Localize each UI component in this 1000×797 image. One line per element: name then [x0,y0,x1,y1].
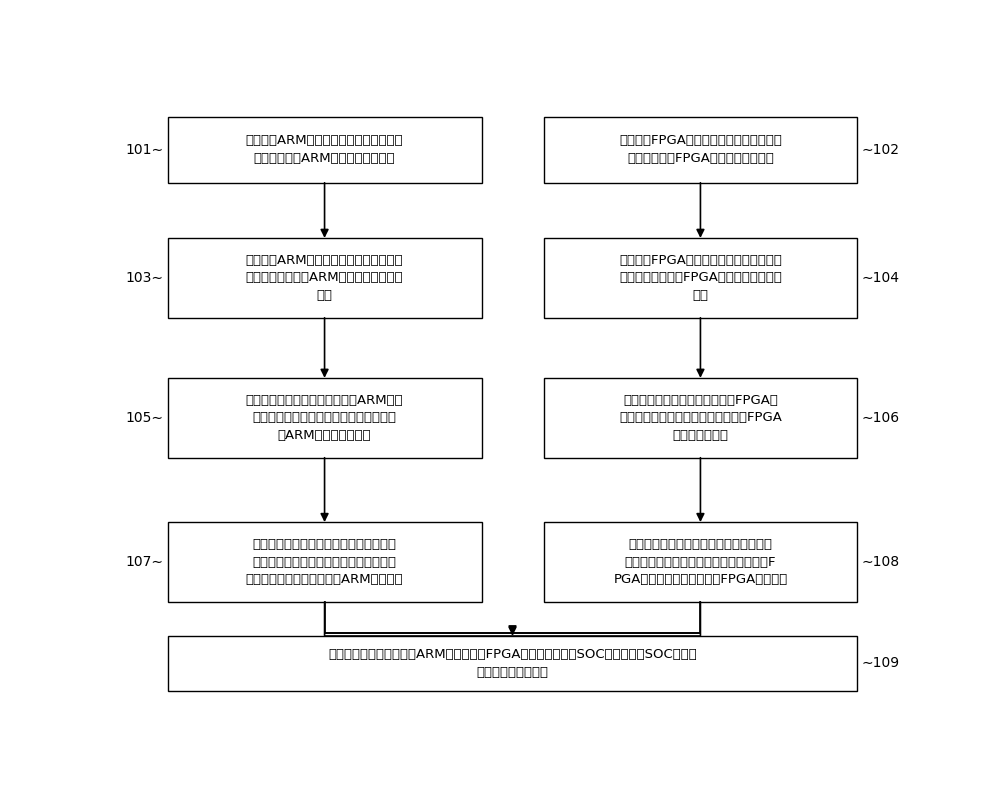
Text: 103∼: 103∼ [126,271,164,285]
FancyBboxPatch shape [168,636,857,691]
FancyBboxPatch shape [544,522,857,602]
Text: ∼106: ∼106 [861,410,899,425]
FancyBboxPatch shape [168,522,482,602]
Text: 107∼: 107∼ [126,555,164,569]
Text: 101∼: 101∼ [126,143,164,157]
FancyBboxPatch shape [544,116,857,183]
Text: ∼109: ∼109 [861,656,899,670]
Text: 响应于下载指令，将所述ARM镜像文件和FPGA镜像文件发送给SOC平台；所述SOC平台用
于验证所述算法模型: 响应于下载指令，将所述ARM镜像文件和FPGA镜像文件发送给SOC平台；所述SO… [328,648,697,678]
Text: ∼108: ∼108 [861,555,899,569]
FancyBboxPatch shape [168,238,482,318]
Text: 响应于向FPGA模型中添加第二驱动模块的
指令，接收添加到FPGA模型中的第二驱动
模块: 响应于向FPGA模型中添加第二驱动模块的 指令，接收添加到FPGA模型中的第二驱… [619,254,782,302]
Text: 响应于对第二代码的编译指令，通过操作
系统的控制命令调取第二编译工具对所述F
PGA代码进行编译，并生成FPGA镜像文件: 响应于对第二代码的编译指令，通过操作 系统的控制命令调取第二编译工具对所述F P… [613,538,788,586]
Text: ∼104: ∼104 [861,271,899,285]
FancyBboxPatch shape [168,378,482,457]
FancyBboxPatch shape [168,116,482,183]
Text: 响应于第一代码生成指令，基于ARM算法
模型中的算法模块和驱动模块，生成适用
于ARM芯片的第一代码: 响应于第一代码生成指令，基于ARM算法 模型中的算法模块和驱动模块，生成适用 于… [246,394,403,442]
FancyBboxPatch shape [544,378,857,457]
Text: ∼102: ∼102 [861,143,899,157]
Text: 响应于向FPGA模型中添加算法模块的指令
，接收添加到FPGA模型中的算法模型: 响应于向FPGA模型中添加算法模块的指令 ，接收添加到FPGA模型中的算法模型 [619,135,782,165]
Text: 105∼: 105∼ [126,410,164,425]
Text: 响应于第二代码生成指令，基于FPGA中
的算法模块和第二模块，生成适用于FPGA
芯片的第二代码: 响应于第二代码生成指令，基于FPGA中 的算法模块和第二模块，生成适用于FPGA… [619,394,782,442]
Text: 响应于向ARM模型中添加算法模块的指令
，接收添加到ARM模型中的算法模块: 响应于向ARM模型中添加算法模块的指令 ，接收添加到ARM模型中的算法模块 [246,135,403,165]
Text: 响应于对第一代码的编译指令，通过操作
系统的控制命令调取第一编译工具对所述
第一代码进行编译，并生成ARM镜像文件: 响应于对第一代码的编译指令，通过操作 系统的控制命令调取第一编译工具对所述 第一… [246,538,403,586]
Text: 响应于向ARM模型中添加第一驱动模块的
指令，接收添加到ARM模型中的第一驱动
模块: 响应于向ARM模型中添加第一驱动模块的 指令，接收添加到ARM模型中的第一驱动 … [246,254,403,302]
FancyBboxPatch shape [544,238,857,318]
